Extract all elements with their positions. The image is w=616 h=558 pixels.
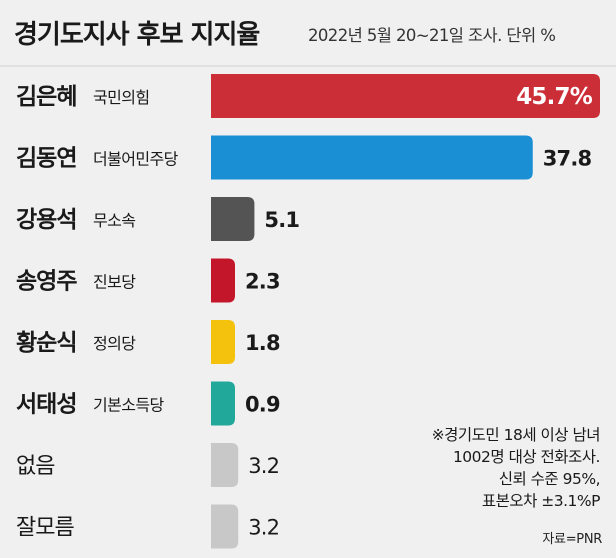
value-label: 3.2 [248, 454, 279, 478]
labels-group: 김은혜 국민의힘 45.7% 김동연 더불어민주당 37.8 강용석 무소속 5.1 송영주 진보당… [16, 84, 594, 541]
source-credit: 자료=PNR [542, 532, 602, 547]
bar-강용석 [211, 197, 255, 241]
bar-황순식 [211, 320, 235, 364]
value-label: 0.9 [245, 393, 280, 417]
party-label: 국민의힘 [93, 88, 149, 107]
candidate-name: 김은혜 [16, 84, 76, 110]
bar-송영주 [211, 258, 235, 303]
value-label: 3.2 [248, 516, 279, 540]
survey-note-line: 신뢰 수준 95%, [498, 470, 601, 488]
chart-subtitle: 2022년 5월 20~21일 조사. 단위 % [308, 26, 556, 45]
party-label: 더불어민주당 [93, 150, 179, 169]
value-label: 45.7% [516, 84, 593, 110]
bars-group [211, 74, 600, 549]
value-label: 1.8 [245, 331, 280, 355]
value-label: 2.3 [245, 270, 280, 294]
chart-title: 경기도지사 후보 지지율 [14, 20, 260, 50]
bar-서태성 [211, 381, 235, 426]
bar-없음 [211, 443, 239, 487]
survey-note-line: 1002명 대상 전화조사. [452, 448, 601, 466]
survey-note: ※경기도민 18세 이상 남녀 1002명 대상 전화조사. 신뢰 수준 95%… [360, 424, 601, 512]
value-label: 37.8 [543, 147, 592, 171]
candidate-name: 황순식 [16, 330, 76, 356]
bar-김은혜 [211, 74, 600, 118]
candidate-name: 강용석 [16, 207, 76, 233]
candidate-name: 송영주 [16, 269, 77, 295]
party-label: 기본소득당 [93, 396, 164, 415]
value-label: 5.1 [264, 208, 299, 232]
survey-note-line: ※경기도민 18세 이상 남녀 [431, 426, 601, 444]
party-label: 진보당 [93, 273, 136, 292]
party-label: 무소속 [93, 211, 135, 230]
party-label: 정의당 [93, 334, 136, 353]
bar-김동연 [211, 135, 533, 180]
candidate-name: 없음 [16, 454, 55, 479]
chart-header: 경기도지사 후보 지지율 2022년 5월 20~21일 조사. 단위 % [0, 0, 616, 66]
bar-잘모름 [211, 504, 239, 549]
candidate-name: 서태성 [16, 392, 76, 418]
candidate-name: 김동연 [16, 146, 76, 172]
candidate-name: 잘모름 [16, 516, 74, 541]
survey-note-line: 표본오차 ±3.1%P [481, 492, 601, 510]
